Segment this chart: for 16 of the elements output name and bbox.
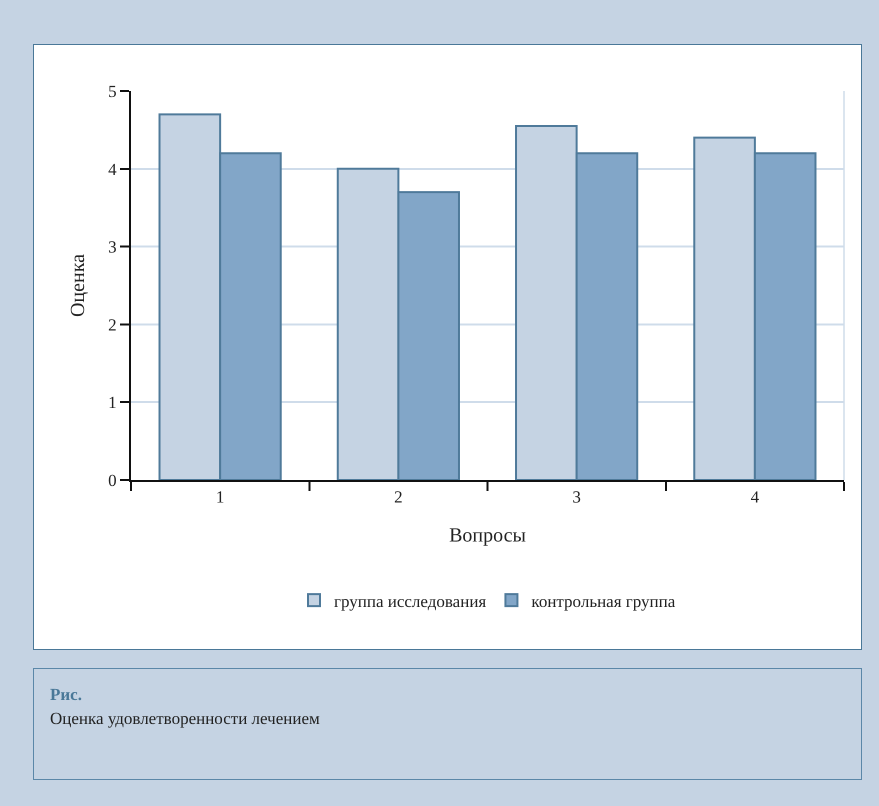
y-tick-label: 2	[108, 315, 117, 334]
y-tick-label: 3	[108, 238, 117, 257]
y-tick-label: 5	[108, 82, 117, 101]
y-tick-label: 1	[108, 393, 117, 412]
legend-label: контрольная группа	[531, 592, 676, 611]
x-axis-title: Вопросы	[449, 524, 526, 546]
legend-label: группа исследования	[334, 592, 486, 611]
y-tick-label: 0	[108, 470, 117, 490]
x-tick-label: 4	[750, 487, 760, 506]
y-tick-label: 4	[108, 160, 118, 179]
text: Оценка удовлетворенности лечением	[50, 709, 321, 729]
text: Рис.	[50, 685, 83, 705]
x-tick-label: 2	[394, 487, 403, 506]
x-tick-label: 1	[216, 487, 224, 506]
x-tick-label: 3	[572, 487, 581, 506]
y-axis-title: Оценка	[67, 254, 90, 318]
